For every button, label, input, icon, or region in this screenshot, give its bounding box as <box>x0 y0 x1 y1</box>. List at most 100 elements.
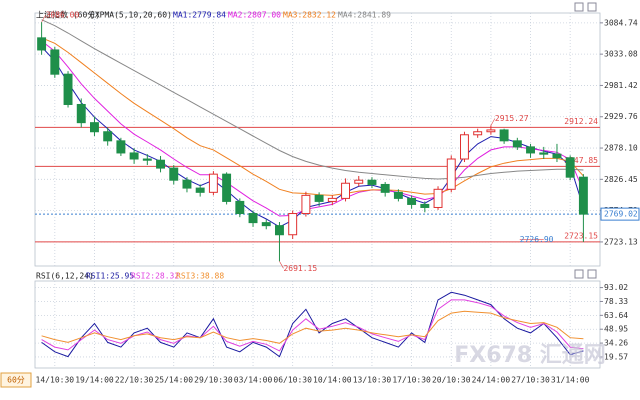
candle-body <box>156 159 165 169</box>
candle-body <box>50 49 60 75</box>
annotation-label: 2915.27 <box>495 114 529 123</box>
candle-body <box>275 225 284 236</box>
window-button[interactable] <box>587 269 597 279</box>
rsi-title: RSI(6,12,24) <box>36 272 94 281</box>
candle-body <box>37 37 47 51</box>
candle-body <box>367 179 377 185</box>
y-tick-label: 2826.45 <box>604 175 638 184</box>
candle-body <box>473 131 483 136</box>
series-line <box>41 299 584 352</box>
x-tick-label: 29/10:30 <box>194 376 233 385</box>
candle-body <box>526 146 535 154</box>
series-line <box>41 40 584 217</box>
candle-body <box>433 188 443 208</box>
y-tick-label: 93.02 <box>604 283 628 292</box>
candle-body <box>512 140 522 148</box>
x-tick-label: 03/14:00 <box>234 376 273 385</box>
candle-body <box>393 191 403 199</box>
candle-body <box>129 152 139 160</box>
level-label: 2723.15 <box>564 231 598 240</box>
x-tick-label: 19/14:00 <box>75 376 114 385</box>
candle-body <box>90 122 99 133</box>
candle-body <box>76 103 86 124</box>
candle-body <box>552 153 562 159</box>
legend-entry: MA1:2779.84 <box>173 11 226 20</box>
annotation-mark <box>279 261 284 269</box>
candle-body <box>486 129 496 133</box>
candle-body <box>182 179 192 189</box>
candle-body <box>261 222 271 227</box>
candle-body <box>63 73 73 105</box>
period-label[interactable]: 60分 <box>7 376 25 385</box>
x-tick-label: 22/10:30 <box>115 376 154 385</box>
legend-entry: MA4:2841.89 <box>338 11 391 20</box>
y-tick-label: 3033.08 <box>604 50 638 59</box>
candle-body <box>446 158 456 190</box>
legend-entry: RSI3:38.88 <box>176 272 224 281</box>
rsi-frame <box>34 280 601 369</box>
x-tick-label: 14/10:30 <box>36 376 75 385</box>
candle-body <box>460 134 469 160</box>
candle-body <box>116 140 126 154</box>
last-price-label: 2769.02 <box>604 210 638 219</box>
candle-body <box>565 157 575 178</box>
annotation-label: 3086.00 <box>46 11 80 20</box>
candle-body <box>208 173 218 193</box>
level-label: 2847.85 <box>564 156 598 165</box>
candle-body <box>578 176 588 215</box>
window-button[interactable] <box>587 2 597 12</box>
legend-entry: MA3:2832.12 <box>283 11 336 20</box>
candle-body <box>288 213 298 236</box>
candle-body <box>539 152 549 155</box>
y-tick-label: 3084.74 <box>604 18 638 27</box>
window-button[interactable] <box>574 269 584 279</box>
annotation-label: 2691.15 <box>283 264 317 273</box>
x-tick-label: 25/14:00 <box>154 376 193 385</box>
annotation-label: 2726.90 <box>520 235 554 244</box>
y-tick-label: 63.64 <box>604 311 628 320</box>
period-box[interactable] <box>0 372 32 388</box>
y-tick-label: 2981.42 <box>604 81 638 90</box>
candle-body <box>380 183 390 193</box>
candle-body <box>314 194 324 202</box>
candle-body <box>103 131 113 142</box>
annotation-mark <box>41 14 46 23</box>
series-line <box>41 46 584 228</box>
indicator-label: EXPMA(5,10,20,60) <box>90 11 172 20</box>
x-tick-label: 10/14:00 <box>313 376 352 385</box>
candle-body <box>195 187 205 193</box>
candle-body <box>301 194 311 215</box>
legend-entry: RSI2:28.32 <box>131 272 179 281</box>
series-line <box>41 310 584 344</box>
series-line <box>41 19 584 180</box>
legend-entry: RSI1:25.95 <box>86 272 134 281</box>
level-label: 2912.24 <box>564 117 598 126</box>
series-line <box>41 37 584 196</box>
candle-body <box>235 200 245 215</box>
x-tick-label: 06/10:30 <box>273 376 312 385</box>
watermark: FX678 汇通网 <box>454 343 606 368</box>
y-tick-label: 19.57 <box>604 352 628 361</box>
x-tick-label: 27/10:30 <box>511 376 550 385</box>
x-tick-label: 24/14:00 <box>472 376 511 385</box>
y-tick-label: 2878.10 <box>604 144 638 153</box>
x-tick-label: 20/10:30 <box>432 376 471 385</box>
candle-body <box>248 213 258 224</box>
y-tick-label: 2723.13 <box>604 237 638 246</box>
series-line <box>41 291 584 358</box>
x-tick-label: 17/10:30 <box>392 376 431 385</box>
candle-body <box>499 129 509 142</box>
chart-title: 上证指数 (60分) <box>36 10 100 20</box>
candle-body <box>142 158 152 161</box>
candle-body <box>341 182 351 199</box>
candle-body <box>327 197 337 202</box>
legend-entry: MA2:2807.00 <box>228 11 281 20</box>
y-tick-label: 2929.76 <box>604 112 638 121</box>
candle-body <box>354 179 364 184</box>
candle-body <box>222 173 232 202</box>
candle-body <box>169 167 179 181</box>
window-button[interactable] <box>574 2 584 12</box>
y-tick-label: 48.95 <box>604 325 628 334</box>
price-frame <box>34 12 601 267</box>
